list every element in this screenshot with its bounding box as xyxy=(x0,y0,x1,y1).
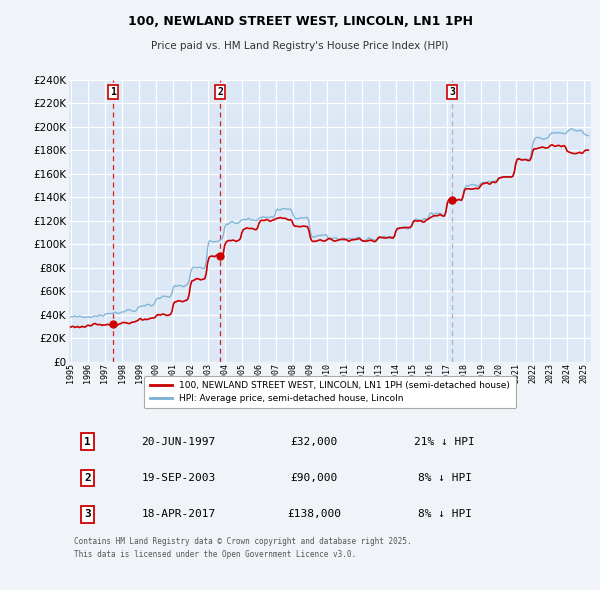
Text: 2: 2 xyxy=(217,87,223,97)
Text: Price paid vs. HM Land Registry's House Price Index (HPI): Price paid vs. HM Land Registry's House … xyxy=(151,41,449,51)
Text: £90,000: £90,000 xyxy=(291,473,338,483)
Text: £138,000: £138,000 xyxy=(287,509,341,519)
Text: 3: 3 xyxy=(449,87,455,97)
Text: £32,000: £32,000 xyxy=(291,437,338,447)
Text: 1: 1 xyxy=(84,437,91,447)
Text: 100, NEWLAND STREET WEST, LINCOLN, LN1 1PH: 100, NEWLAND STREET WEST, LINCOLN, LN1 1… xyxy=(128,15,473,28)
Legend: 100, NEWLAND STREET WEST, LINCOLN, LN1 1PH (semi-detached house), HPI: Average p: 100, NEWLAND STREET WEST, LINCOLN, LN1 1… xyxy=(144,376,516,408)
Text: 21% ↓ HPI: 21% ↓ HPI xyxy=(415,437,475,447)
Text: 19-SEP-2003: 19-SEP-2003 xyxy=(142,473,216,483)
Text: 8% ↓ HPI: 8% ↓ HPI xyxy=(418,473,472,483)
Text: 20-JUN-1997: 20-JUN-1997 xyxy=(142,437,216,447)
Text: 8% ↓ HPI: 8% ↓ HPI xyxy=(418,509,472,519)
Text: 1: 1 xyxy=(110,87,116,97)
Text: 3: 3 xyxy=(84,509,91,519)
Text: Contains HM Land Registry data © Crown copyright and database right 2025.
This d: Contains HM Land Registry data © Crown c… xyxy=(74,537,412,559)
Text: 2: 2 xyxy=(84,473,91,483)
Text: 18-APR-2017: 18-APR-2017 xyxy=(142,509,216,519)
